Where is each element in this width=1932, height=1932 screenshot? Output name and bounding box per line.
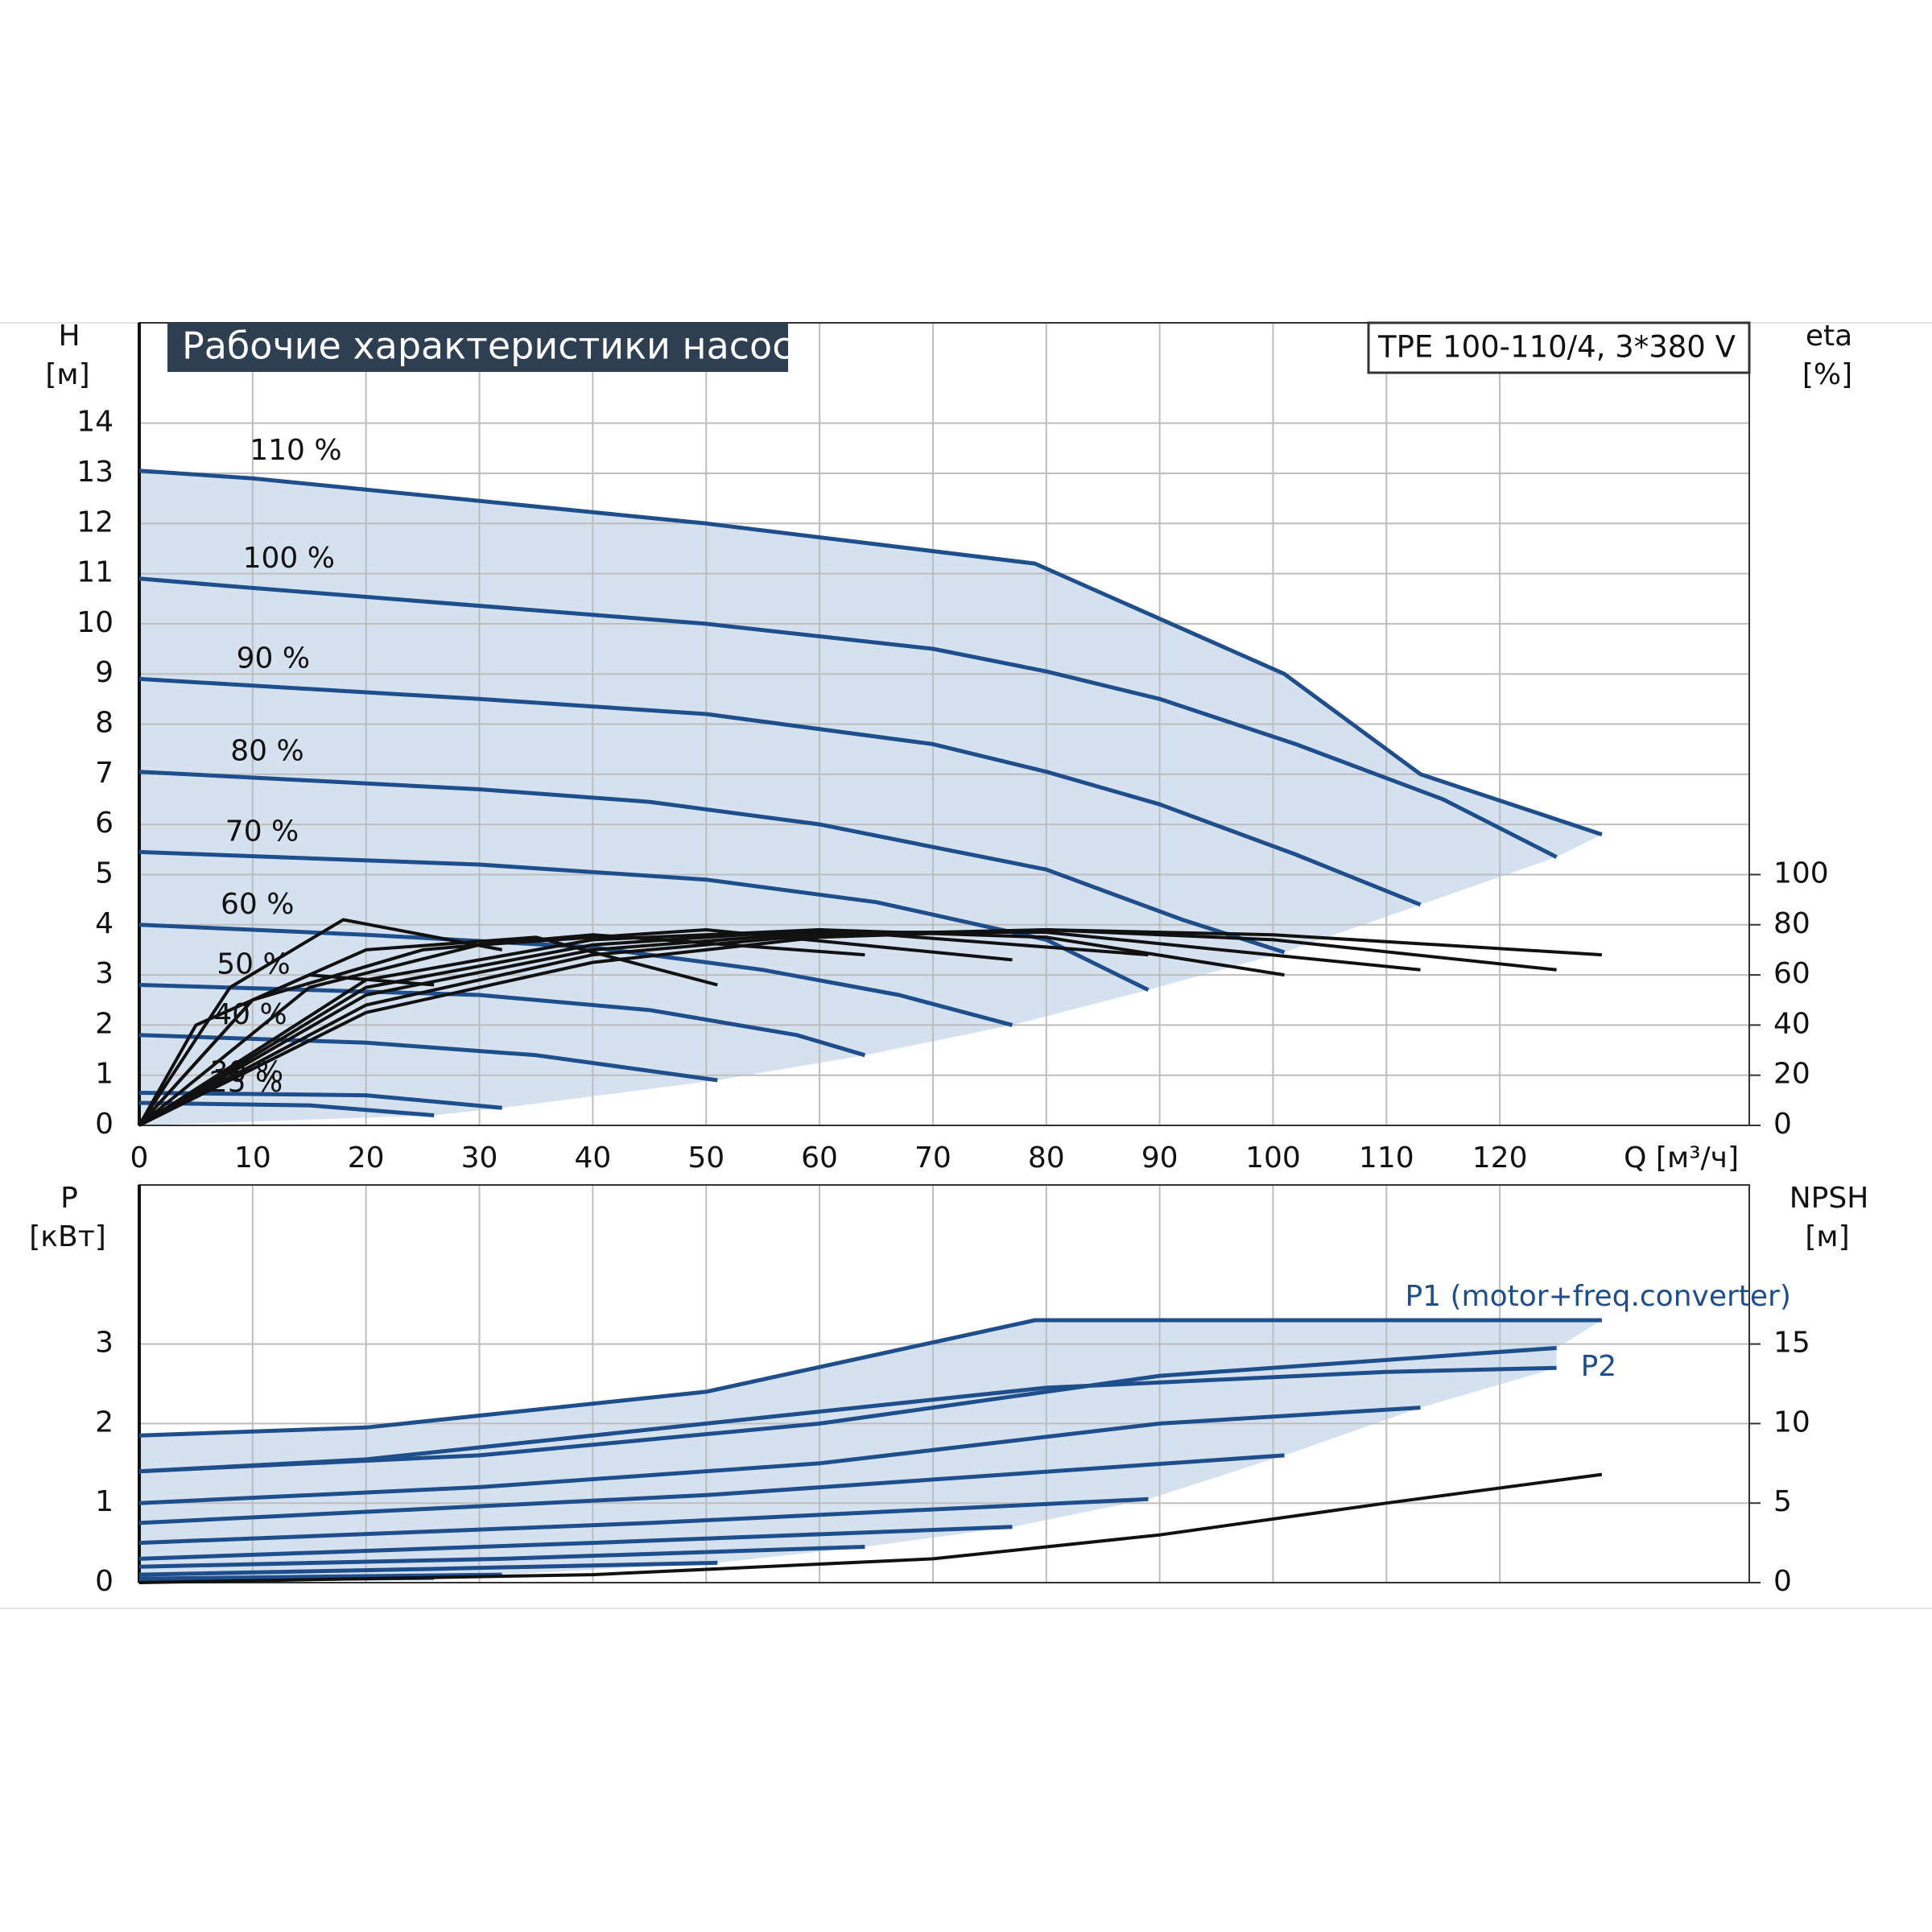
curve [138, 576, 1558, 859]
y2-axis-unit: [м] [1805, 1220, 1849, 1253]
x-tick-label: 90 [1141, 1141, 1179, 1174]
y-tick-label: 4 [95, 907, 114, 940]
y2-tick-label: 0 [1773, 1108, 1792, 1141]
y-tick-label: 1 [95, 1058, 114, 1091]
y2-axis-label: eta [1806, 320, 1852, 353]
x-tick-label: 40 [574, 1141, 611, 1174]
curve [138, 1453, 1285, 1525]
curve-label: P2 [1581, 1350, 1617, 1383]
secondary-curve [138, 928, 1149, 1127]
curve [138, 1100, 435, 1117]
x-tick-label: 30 [461, 1141, 498, 1174]
y2-tick-label: 5 [1773, 1485, 1792, 1518]
y-tick-label: 3 [95, 1327, 114, 1360]
model-box [1367, 321, 1751, 374]
curve [138, 1318, 1602, 1438]
y-tick-label: 10 [76, 606, 114, 639]
x-tick-label: 60 [801, 1141, 838, 1174]
curve-label: 50 % [217, 948, 290, 981]
x-tick-label: 0 [130, 1141, 149, 1174]
curve-label: 100 % [243, 542, 335, 575]
y-tick-label: 7 [95, 757, 114, 790]
secondary-curve [138, 931, 1421, 1127]
model-label: TPE 100-110/4, 3*380 V [1377, 330, 1736, 365]
y-axis-unit: [м] [45, 358, 89, 391]
y-axis-label: H [58, 320, 80, 353]
y2-tick-label: 60 [1773, 957, 1810, 990]
y-tick-label: 13 [76, 456, 114, 489]
y-tick-label: 12 [76, 506, 114, 539]
y2-tick-label: 15 [1773, 1327, 1810, 1360]
y-tick-label: 2 [95, 1007, 114, 1040]
x-tick-label: 120 [1472, 1141, 1528, 1174]
curve [138, 1091, 502, 1110]
y2-tick-label: 40 [1773, 1007, 1810, 1040]
x-tick-label: 50 [687, 1141, 724, 1174]
secondary-curve [138, 973, 435, 1126]
x-tick-label: 20 [348, 1141, 385, 1174]
curve-label: P1 (motor+freq.converter) [1405, 1280, 1790, 1313]
curve [138, 1496, 1149, 1546]
y-tick-label: 0 [95, 1108, 114, 1141]
curve-label: 70 % [225, 815, 299, 848]
y-axis-label: P [60, 1182, 78, 1215]
curve [138, 1545, 865, 1569]
y2-tick-label: 80 [1773, 907, 1810, 940]
curve [138, 770, 1286, 955]
y-tick-label: 8 [95, 707, 114, 740]
y2-tick-label: 20 [1773, 1058, 1810, 1091]
curve [138, 469, 1603, 836]
chart-title: Рабочие характеристики насоса [182, 324, 815, 368]
secondary-curve [138, 928, 1557, 1127]
curve-label: 80 % [230, 735, 303, 768]
x-tick-label: 100 [1245, 1141, 1301, 1174]
curve [138, 1525, 1013, 1561]
y-tick-label: 5 [95, 857, 114, 890]
secondary-curve [138, 1472, 1603, 1584]
secondary-curve [138, 928, 1285, 1127]
y-tick-label: 14 [76, 406, 114, 439]
y-tick-label: 0 [95, 1565, 114, 1598]
secondary-curve [138, 918, 503, 1127]
y2-tick-label: 10 [1773, 1406, 1810, 1439]
y-tick-label: 2 [95, 1406, 114, 1439]
x-axis-label: Q [м³/ч] [1624, 1141, 1739, 1174]
curve-label: 110 % [250, 434, 341, 467]
x-tick-label: 70 [914, 1141, 952, 1174]
secondary-curve [138, 935, 718, 1127]
curve [138, 923, 1013, 1027]
y-axis-unit: [кВт] [29, 1220, 106, 1253]
y2-axis-unit: [%] [1802, 358, 1852, 391]
y2-tick-label: 0 [1773, 1565, 1792, 1598]
operating-range [139, 470, 1602, 1125]
y-tick-label: 1 [95, 1485, 114, 1518]
curve-label: 90 % [237, 642, 310, 675]
curve [138, 983, 866, 1058]
x-tick-label: 110 [1359, 1141, 1414, 1174]
curve [138, 1560, 718, 1577]
y2-tick-label: 100 [1773, 857, 1829, 890]
y-tick-label: 3 [95, 957, 114, 990]
operating-range [139, 1319, 1602, 1583]
y2-axis-label: NPSH [1790, 1182, 1869, 1215]
secondary-curve [138, 928, 1603, 1127]
curve [138, 1406, 1421, 1505]
y-tick-label: 11 [76, 556, 114, 589]
x-tick-label: 80 [1028, 1141, 1065, 1174]
y-tick-label: 6 [95, 807, 114, 840]
x-tick-label: 10 [234, 1141, 271, 1174]
curve-label: 60 % [221, 888, 294, 921]
curve [138, 676, 1422, 907]
curve [138, 1365, 1557, 1474]
title-box [167, 323, 788, 372]
y-tick-label: 9 [95, 656, 114, 689]
curve [138, 1033, 718, 1083]
